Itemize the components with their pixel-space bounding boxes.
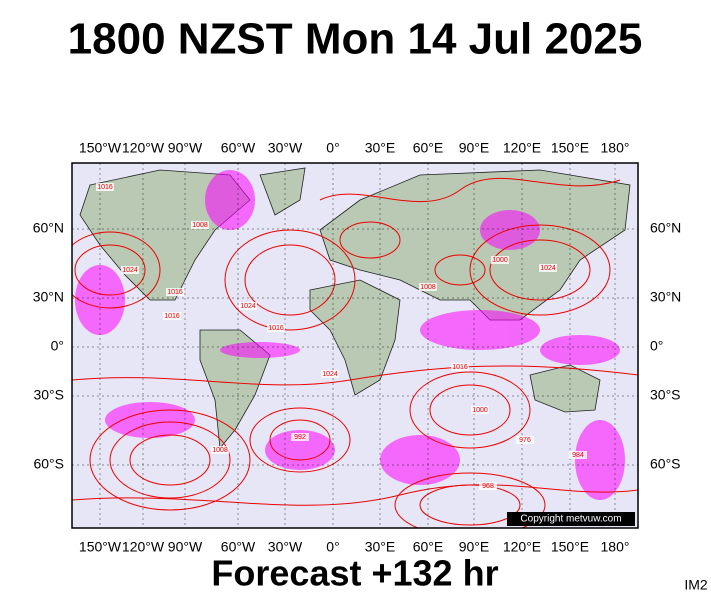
lon-label-top: 120°E xyxy=(503,140,541,156)
isobar-label-bg xyxy=(569,451,587,459)
lon-label-bottom: 150°E xyxy=(551,539,589,555)
lat-label-right: 0° xyxy=(650,338,663,354)
lat-label-left: 30°S xyxy=(33,387,64,403)
lat-label-right: 30°N xyxy=(650,289,681,305)
isobar-label-bg xyxy=(121,266,139,274)
lon-label-top: 0° xyxy=(326,140,339,156)
isobar-label-bg xyxy=(239,302,257,310)
image-code: IM2 xyxy=(684,577,708,593)
lon-label-bottom: 150°W xyxy=(79,539,122,555)
isobar-label: 1008 xyxy=(212,447,228,454)
isobar-label: 1000 xyxy=(492,257,508,264)
isobar-label: 1016 xyxy=(97,184,113,191)
lon-label-top: 30°W xyxy=(268,140,303,156)
isobar-label: 1000 xyxy=(472,407,488,414)
isobar-label: 1016 xyxy=(268,325,284,332)
isobar-label-bg xyxy=(479,482,497,490)
lon-label-bottom: 180° xyxy=(601,539,630,555)
map-frame xyxy=(71,162,639,529)
map: 1016 1024 1016 1008 1016 1024 1016 1008 1000 1024… xyxy=(71,162,639,529)
isobar-label-bg xyxy=(163,312,181,320)
lat-label-left: 60°N xyxy=(33,220,64,236)
lon-label-bottom: 30°E xyxy=(365,539,396,555)
isobar-label: 1024 xyxy=(322,371,338,378)
lon-label-bottom: 90°W xyxy=(168,539,203,555)
lon-label-top: 30°E xyxy=(365,140,396,156)
isobar-label: 992 xyxy=(294,434,306,441)
isobar-label-bg xyxy=(516,436,534,444)
lon-label-top: 120°W xyxy=(122,140,165,156)
lon-label-top: 180° xyxy=(601,140,630,156)
isobar-label: 1016 xyxy=(167,289,183,296)
lat-label-right: 60°S xyxy=(650,456,681,472)
isobar-label: 1008 xyxy=(192,222,208,229)
isobar-label-bg xyxy=(191,221,209,229)
lon-label-bottom: 90°E xyxy=(459,539,490,555)
isobars xyxy=(72,177,638,528)
isobar-label-bg xyxy=(96,183,114,191)
isobar-label: 1016 xyxy=(452,364,468,371)
land xyxy=(79,167,631,449)
forecast-label: Forecast +132 hr xyxy=(211,553,498,594)
greenland xyxy=(259,167,306,216)
isobar-label: 1024 xyxy=(540,265,556,272)
lon-label-top: 90°E xyxy=(459,140,490,156)
isobar-label-bg xyxy=(166,288,184,296)
isobar-label-bg xyxy=(451,363,469,371)
isobar-label: 1024 xyxy=(240,303,256,310)
lon-label-bottom: 0° xyxy=(326,539,339,555)
isobar-labels: 1016 1024 1016 1008 1016 1024 1016 1008 1000 1024… xyxy=(96,183,587,490)
isobar-label-bg xyxy=(419,283,437,291)
isobar-label-bg xyxy=(291,433,309,441)
lat-label-right: 60°N xyxy=(650,220,681,236)
lat-label-left: 0° xyxy=(51,338,64,354)
title: 1800 NZST Mon 14 Jul 2025 xyxy=(68,15,643,64)
lon-label-top: 150°W xyxy=(79,140,122,156)
isobar-label: 1008 xyxy=(420,284,436,291)
isobar-label: 1024 xyxy=(122,267,138,274)
copyright: Copyright metvuw.com xyxy=(520,514,621,525)
copyright-box xyxy=(507,512,635,526)
lon-label-top: 60°E xyxy=(413,140,444,156)
lon-label-top: 150°E xyxy=(551,140,589,156)
lon-label-bottom: 60°E xyxy=(413,539,444,555)
lon-label-top: 60°W xyxy=(221,140,256,156)
isobar-label-bg xyxy=(321,370,339,378)
lon-label-top: 90°W xyxy=(168,140,203,156)
lon-label-bottom: 120°E xyxy=(503,539,541,555)
map-content: 1016 1024 1016 1008 1016 1024 1016 1008 1000 1024… xyxy=(72,163,638,528)
isobar-label: 968 xyxy=(482,483,494,490)
isobar-label: 976 xyxy=(519,437,531,444)
lon-label-bottom: 30°W xyxy=(268,539,303,555)
axis-labels: 150°W150°W120°W120°W90°W90°W60°W60°W30°W… xyxy=(33,140,682,555)
south-america xyxy=(199,329,271,449)
graticule xyxy=(72,163,638,528)
isobar-label: 1016 xyxy=(164,313,180,320)
precipitation xyxy=(75,170,625,500)
lon-label-bottom: 60°W xyxy=(221,539,256,555)
lat-label-left: 60°S xyxy=(33,456,64,472)
isobar-label-bg xyxy=(267,324,285,332)
lat-label-right: 30°S xyxy=(650,387,681,403)
isobar-label-bg xyxy=(539,264,557,272)
lon-label-bottom: 120°W xyxy=(122,539,165,555)
lat-label-left: 30°N xyxy=(33,289,64,305)
isobar-label-bg xyxy=(471,406,489,414)
isobar-label-bg xyxy=(491,256,509,264)
isobar-label: 984 xyxy=(572,452,584,459)
isobar-label-bg xyxy=(211,446,229,454)
